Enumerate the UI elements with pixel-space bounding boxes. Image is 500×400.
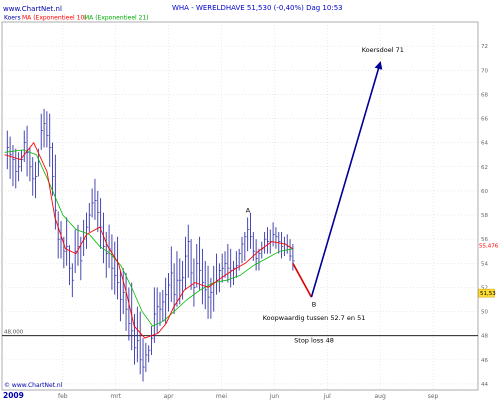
y-tick-label: 64	[481, 141, 488, 147]
copyright: © www.ChartNet.nl	[4, 382, 63, 389]
legend-koers: Koers	[4, 15, 21, 22]
y-tick-label: 72	[481, 44, 488, 50]
y-tick-label: 66	[481, 117, 488, 123]
y-tick-label: 44	[481, 382, 488, 388]
ma21-line	[4, 149, 293, 327]
y-tick-label: 54	[481, 261, 488, 267]
y-tick-label: 62	[481, 165, 488, 171]
plot-area	[1, 21, 479, 391]
y-tick-label: 56	[481, 237, 488, 243]
y-tick-label: 52	[481, 285, 488, 291]
y-tick-label: 50	[481, 310, 488, 316]
last-price-text: 51,53	[480, 291, 496, 297]
y-tick-label: 48	[481, 334, 488, 340]
last-price-badge	[478, 288, 495, 298]
x-tick-label: mei	[216, 393, 228, 400]
y-tick-label: 46	[481, 358, 488, 364]
legend-ma21: MA (Exponentieel 21)	[84, 15, 149, 22]
year-label: 2009	[3, 391, 24, 400]
annotation-b: B	[312, 301, 316, 309]
forecast-up-line	[310, 61, 383, 298]
price-label-ma-text: 55,476	[479, 244, 499, 250]
chart-title: WHA - WERELDHAVE 51,530 (-0,40%) Dag 10:…	[172, 4, 343, 12]
ma10-line	[4, 141, 294, 339]
y-tick-label: 68	[481, 92, 488, 98]
x-tick-label: aug	[375, 393, 386, 400]
price-label-last: 51,53	[478, 288, 496, 298]
watermark-top: www.ChartNet.nl	[3, 5, 62, 13]
x-tick-label: mrt	[110, 393, 121, 400]
annotation-koopwaardig: Koopwaardig tussen 52.7 en 51	[263, 314, 366, 322]
y-tick-label: 60	[481, 189, 488, 195]
annotation-koersdoel: Koersdoel 71	[362, 46, 404, 54]
x-tick-label: jul	[323, 393, 331, 400]
x-tick-label: apr	[164, 393, 174, 400]
x-tick-label: feb	[58, 393, 68, 400]
x-tick-label: sep	[428, 393, 439, 400]
y-tick-label: 70	[481, 68, 488, 74]
forecast-down-line	[292, 262, 313, 298]
price-label-ma: 55,476	[479, 244, 499, 250]
legend-ma10: MA (Exponentieel 10)	[22, 15, 87, 22]
stop-loss-label: Stop loss 48	[294, 337, 334, 345]
y-tick-label: 58	[481, 213, 488, 219]
annotation-a: A	[246, 207, 251, 215]
x-tick-label: jun	[269, 393, 279, 400]
stop-loss-left-label: 48,000	[4, 330, 24, 336]
